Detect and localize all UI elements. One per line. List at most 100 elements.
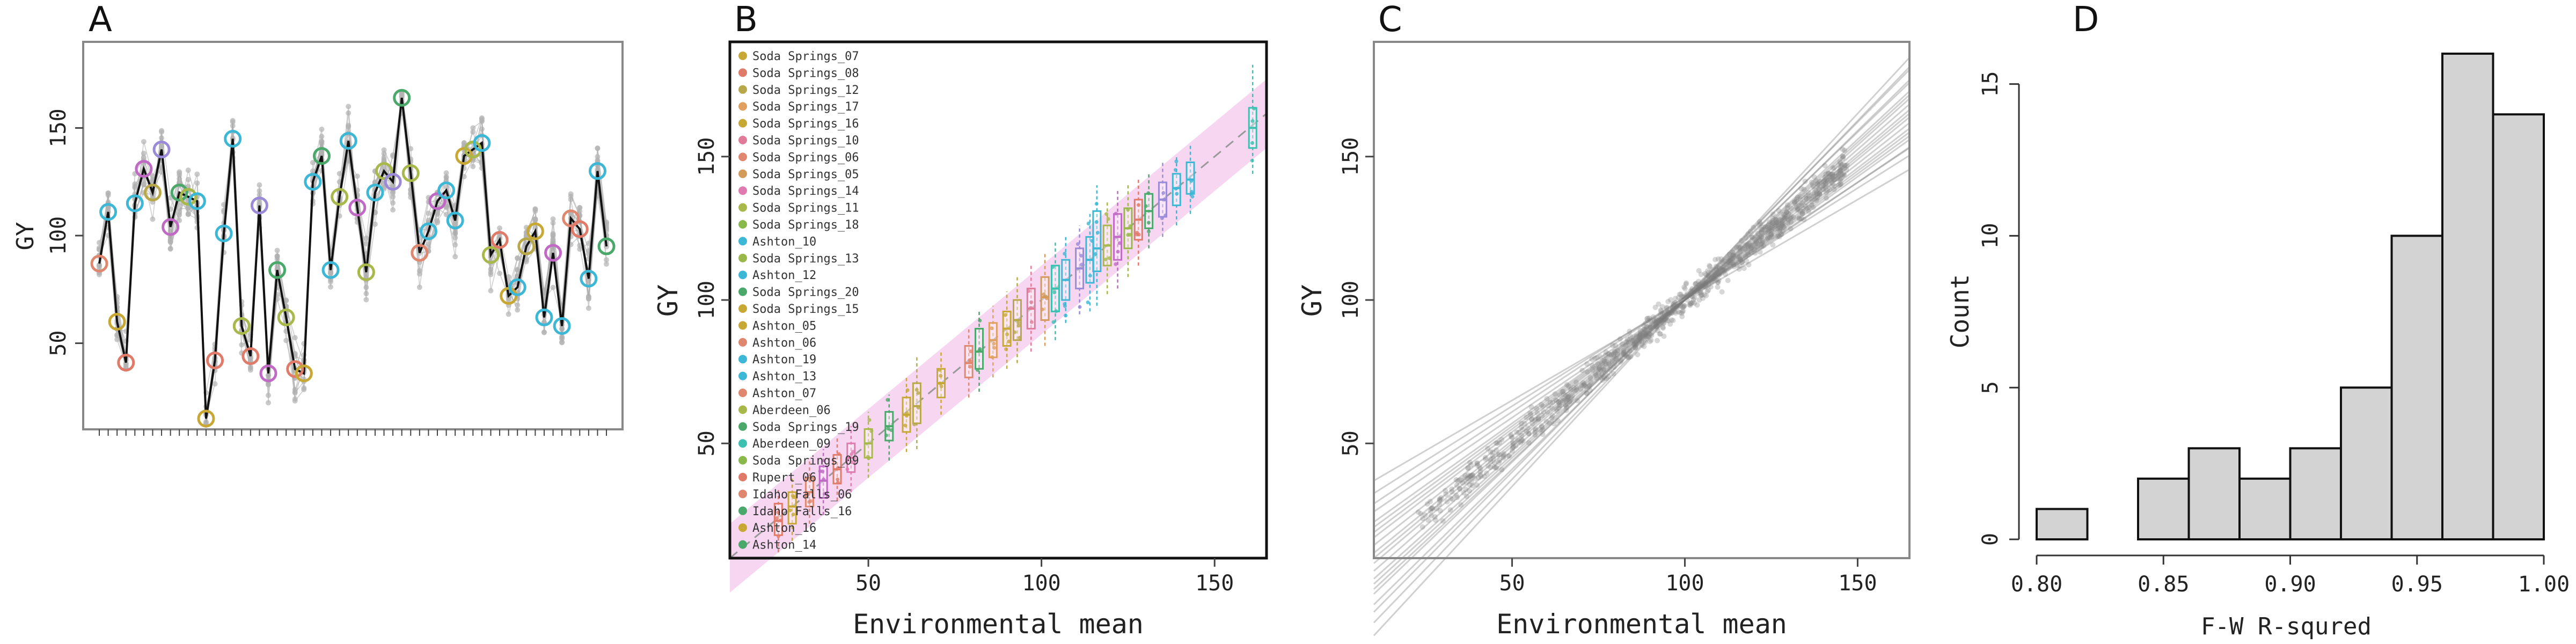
scatter-point — [1578, 386, 1584, 392]
x-tick-label: 100 — [1665, 571, 1704, 596]
scatter-point — [1769, 219, 1775, 225]
scatter-point — [1798, 216, 1804, 222]
boxplot-jitter-point — [1116, 250, 1120, 254]
scatter-point — [1583, 384, 1589, 390]
scatter-point — [1813, 197, 1819, 203]
scatter-point — [1574, 379, 1579, 385]
genotype-line — [99, 102, 607, 426]
scatter-point — [1457, 486, 1462, 492]
scatter-point — [1658, 317, 1664, 323]
scatter-point — [1567, 399, 1572, 405]
x-tick-label: 150 — [1838, 571, 1877, 596]
scatter-point — [1597, 364, 1602, 370]
scatter-point — [1593, 365, 1599, 371]
scatter-point — [1572, 388, 1578, 394]
panel-d-histogram-bars — [2036, 53, 2545, 540]
scatter-point — [1565, 394, 1571, 400]
genotype-point — [550, 237, 556, 243]
genotype-point — [426, 210, 431, 216]
scatter-point — [1745, 250, 1751, 255]
scatter-point — [1601, 374, 1607, 380]
scatter-point — [1603, 361, 1609, 367]
panel-b-axes: 50 100 150 50 100 150 — [694, 137, 1234, 596]
scatter-point — [1706, 280, 1712, 286]
scatter-point — [1647, 324, 1653, 330]
scatter-point — [1795, 207, 1801, 213]
scatter-point — [1476, 475, 1482, 481]
scatter-point — [1792, 199, 1798, 204]
scatter-point — [1830, 165, 1836, 171]
scatter-point — [1457, 477, 1463, 483]
legend-entry: Ashton_06 — [752, 336, 816, 350]
scatter-point — [1624, 353, 1630, 359]
scatter-point — [1711, 276, 1717, 282]
scatter-point — [1644, 333, 1650, 339]
scatter-point — [1772, 226, 1778, 232]
scatter-point — [1784, 210, 1790, 216]
scatter-point — [1697, 290, 1703, 296]
scatter-point — [1547, 399, 1553, 405]
scatter-point — [1831, 186, 1837, 192]
scatter-point — [1759, 234, 1765, 240]
boxplot — [1158, 162, 1168, 237]
genotype-point — [292, 398, 298, 404]
scatter-point — [1796, 203, 1802, 209]
scatter-point — [1726, 251, 1732, 257]
scatter-point — [1838, 167, 1843, 173]
scatter-point — [1700, 295, 1706, 301]
scatter-point — [1745, 244, 1751, 250]
scatter-point — [1752, 250, 1758, 256]
scatter-point — [1424, 501, 1430, 507]
scatter-point — [1815, 192, 1821, 198]
scatter-point — [1745, 252, 1751, 258]
scatter-point — [1596, 366, 1602, 372]
x-tick-label: 0.80 — [2011, 572, 2062, 597]
genotype-point — [105, 191, 111, 196]
scatter-point — [1438, 495, 1444, 501]
scatter-point — [1779, 221, 1784, 227]
scatter-point — [1698, 289, 1704, 295]
scatter-point — [1679, 304, 1685, 310]
genotype-point — [194, 171, 200, 177]
genotype-point — [435, 219, 440, 225]
scatter-point — [1501, 455, 1506, 461]
scatter-point — [1491, 464, 1497, 470]
environment-mean-point — [241, 347, 260, 365]
scatter-point — [1788, 206, 1794, 211]
scatter-point — [1762, 224, 1768, 230]
boxplot — [964, 328, 974, 398]
scatter-point — [1688, 300, 1694, 306]
legend-swatch — [738, 489, 747, 499]
scatter-point — [1711, 276, 1717, 282]
genotype-line — [99, 99, 607, 426]
legend-entry: Ashton_05 — [752, 319, 816, 333]
scatter-point — [1816, 191, 1822, 196]
scatter-point — [1822, 174, 1828, 180]
scatter-point — [1643, 320, 1649, 326]
scatter-point — [1811, 191, 1817, 197]
scatter-point — [1702, 284, 1708, 290]
scatter-point — [1468, 473, 1474, 479]
scatter-point — [1683, 281, 1689, 287]
scatter-point — [1769, 234, 1775, 240]
scatter-point — [1477, 469, 1483, 474]
boxplot-jitter-point — [885, 398, 890, 402]
scatter-point — [1827, 174, 1833, 180]
scatter-point — [1698, 283, 1704, 289]
panel-b-legend: Soda Springs_07 Soda Springs_08 Soda Sprin… — [738, 50, 859, 552]
scatter-point — [1707, 264, 1713, 269]
genotype-point — [132, 185, 138, 191]
genotype-point — [141, 181, 147, 187]
scatter-point — [1781, 215, 1787, 221]
scatter-point — [1656, 301, 1662, 307]
scatter-point — [1637, 333, 1643, 339]
scatter-point — [1836, 175, 1842, 181]
boxplot-jitter-point — [990, 326, 994, 331]
scatter-point — [1690, 297, 1696, 303]
y-tick-label: 5 — [1978, 381, 2003, 394]
y-tick-label: 150 — [1338, 137, 1363, 176]
environment-mean-point — [135, 160, 153, 178]
scatter-point — [1766, 219, 1772, 225]
environment-mean-point — [401, 164, 420, 182]
boxplot-jitter-point — [1026, 289, 1030, 293]
